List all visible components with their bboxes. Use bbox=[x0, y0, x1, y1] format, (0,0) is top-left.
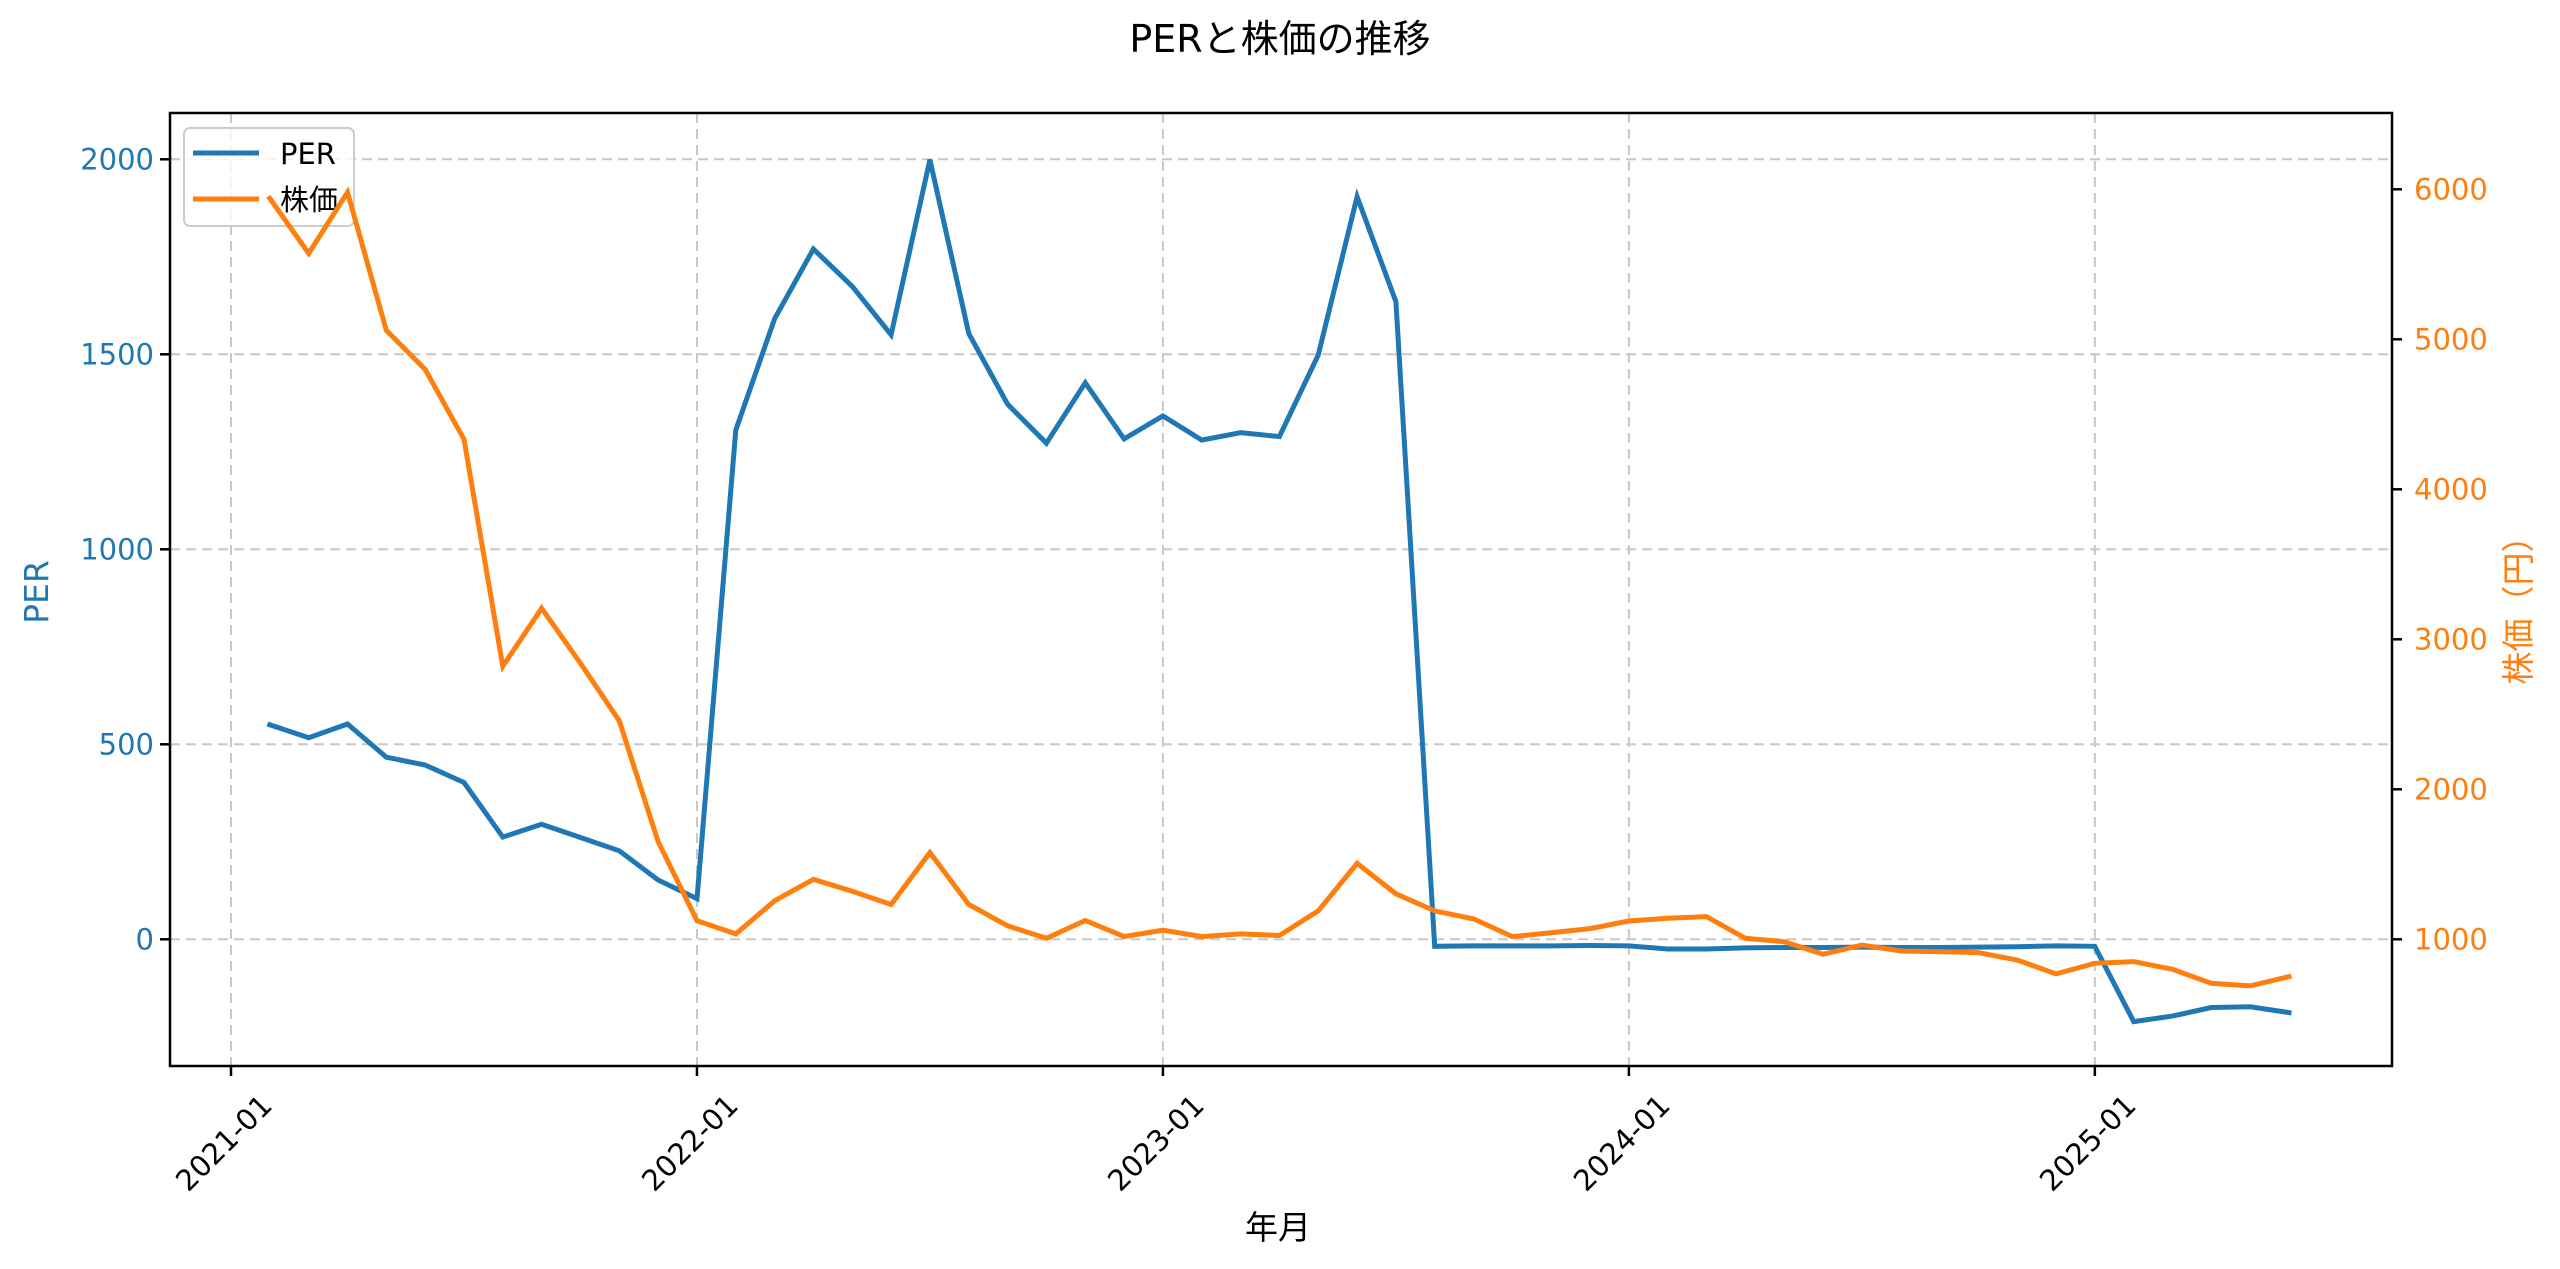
right-tick-label: 1000 bbox=[2414, 922, 2488, 956]
left-tick-label: 500 bbox=[99, 727, 154, 761]
left-tick-label: 1500 bbox=[80, 337, 154, 371]
left-tick-label: 0 bbox=[136, 922, 154, 956]
legend-stock-label: 株価 bbox=[280, 183, 338, 217]
right-tick-label: 3000 bbox=[2414, 622, 2488, 656]
chart-title: PERと株価の推移 bbox=[1129, 17, 1430, 61]
legend-per-label: PER bbox=[280, 137, 336, 171]
left-tick-label: 1000 bbox=[80, 532, 154, 566]
right-axis-ticks: 1000 2000 3000 4000 5000 6000 bbox=[2392, 172, 2488, 956]
y-axis-right-label: 株価（円） bbox=[2499, 520, 2538, 685]
per-line bbox=[266, 159, 2292, 1025]
plot-frame bbox=[168, 111, 2394, 1068]
stock-series-line bbox=[266, 186, 2293, 989]
right-tick-label: 2000 bbox=[2414, 772, 2488, 806]
stock-line bbox=[266, 186, 2293, 989]
right-tick-label: 6000 bbox=[2414, 172, 2488, 206]
x-axis-label: 年月 bbox=[1245, 1208, 1311, 1247]
per-series-line bbox=[266, 159, 2292, 1025]
grid-lines bbox=[170, 113, 2392, 1066]
right-tick-label: 5000 bbox=[2414, 322, 2488, 356]
left-tick-label: 2000 bbox=[80, 142, 154, 176]
legend: PER 株価 bbox=[183, 127, 355, 227]
right-tick-label: 4000 bbox=[2414, 472, 2488, 506]
y-axis-left-label: PER bbox=[17, 560, 56, 624]
left-axis-ticks: 0 500 1000 1500 2000 bbox=[80, 142, 170, 956]
